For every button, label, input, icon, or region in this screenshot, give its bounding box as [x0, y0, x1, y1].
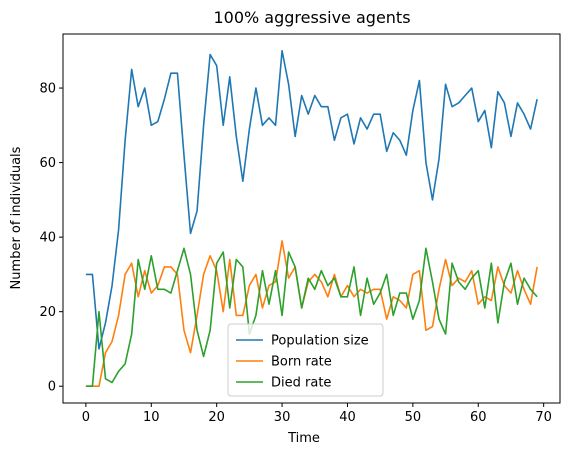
series-layer	[85, 49, 538, 388]
x-tick-label: 50	[405, 410, 422, 425]
x-tick-label: 0	[82, 410, 90, 425]
x-tick-label: 10	[143, 410, 160, 425]
legend-label-born-rate: Born rate	[271, 355, 332, 370]
legend-label-died-rate: Died rate	[271, 376, 331, 391]
y-axis: 0 20 40 60 80	[39, 82, 63, 395]
y-tick-label: 20	[39, 305, 56, 320]
x-tick-label: 70	[535, 410, 552, 425]
series-line-population-size	[85, 49, 538, 350]
y-tick-label: 0	[48, 380, 56, 395]
x-tick-label: 30	[274, 410, 291, 425]
series-line-born-rate	[85, 240, 538, 388]
x-tick-label: 60	[470, 410, 487, 425]
legend-label-population-size: Population size	[271, 334, 369, 349]
y-tick-label: 40	[39, 231, 56, 246]
legend-box	[227, 323, 384, 397]
x-axis-label: Time	[287, 431, 320, 446]
x-axis: 0 10 20 30 40 50 60 70	[82, 403, 552, 425]
series-line-died-rate	[85, 247, 538, 388]
chart-title: 100% aggressive agents	[213, 8, 410, 27]
legend: Population size Born rate Died rate	[227, 323, 384, 397]
x-tick-label: 20	[208, 410, 225, 425]
plot-frame	[62, 33, 561, 404]
y-tick-label: 80	[39, 82, 56, 97]
y-axis-label: Number of individuals	[9, 146, 24, 289]
y-tick-label: 60	[39, 156, 56, 171]
x-tick-label: 40	[339, 410, 356, 425]
